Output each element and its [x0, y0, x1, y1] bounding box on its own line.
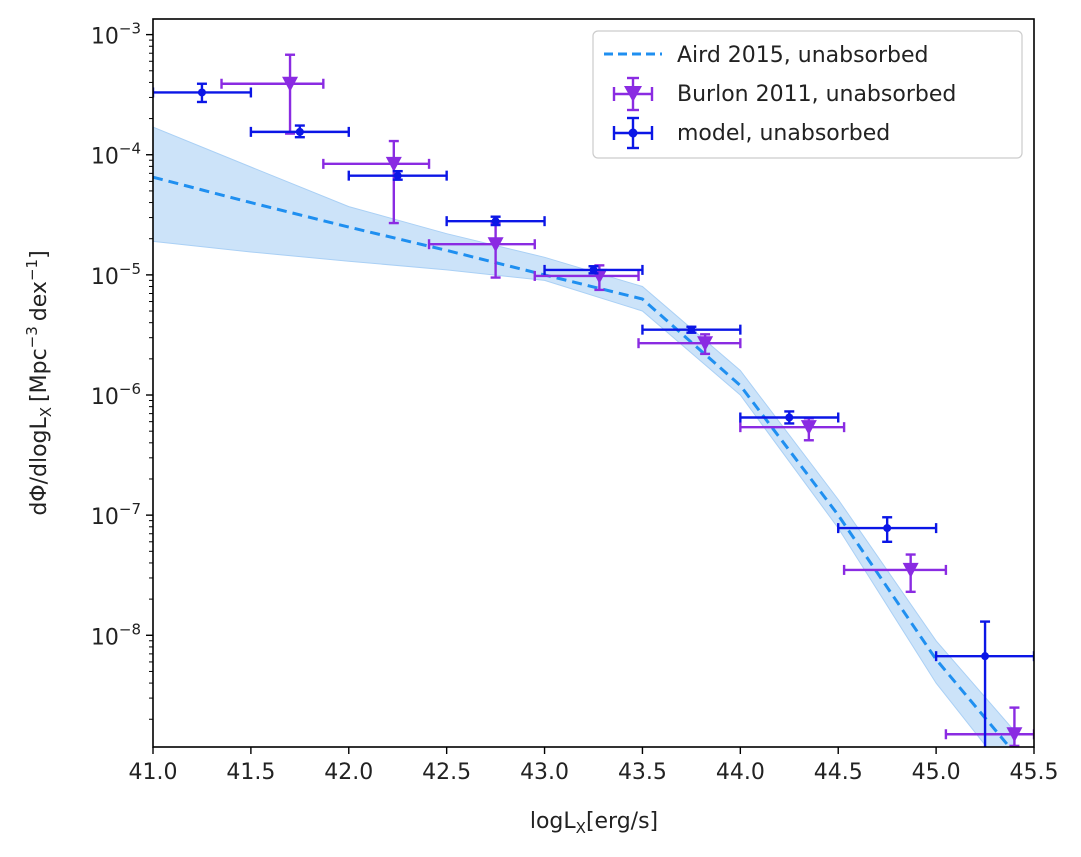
x-tick-label: 41.0 [129, 760, 178, 785]
model-data-point [739, 410, 840, 425]
axes-frame [152, 18, 1035, 748]
burlon-marker [697, 336, 714, 352]
model-marker [981, 652, 990, 661]
model-marker [295, 127, 304, 136]
model-data-point [837, 516, 938, 543]
aird-uncertainty-band [153, 126, 1015, 747]
model-marker [687, 325, 696, 334]
y-tick-label-base: 10 [91, 625, 119, 650]
y-tick-label-exponent: −6 [119, 380, 141, 398]
model-marker [883, 524, 892, 533]
x-axis-label-subscript: X [576, 819, 586, 837]
model-data-point [347, 169, 448, 181]
burlon-marker [282, 76, 299, 92]
legend-label-aird: Aird 2015, unabsorbed [677, 43, 929, 68]
burlon-marker [1006, 727, 1023, 743]
y-tick-label-base: 10 [91, 505, 119, 530]
model-marker [589, 265, 598, 274]
x-tick-label: 42.0 [324, 760, 373, 785]
x-axis-label: logLX[erg/s] [530, 809, 658, 837]
legend-box [592, 30, 1023, 159]
y-tick-label-base: 10 [91, 145, 119, 170]
x-tick-label: 42.5 [422, 760, 471, 785]
legend: Aird 2015, unabsorbed Burlon 2011, unabs… [592, 30, 1023, 159]
model-data-point [641, 324, 742, 335]
model-marker [197, 88, 206, 97]
y-tick-label-base: 10 [91, 385, 119, 410]
model-data-point [934, 620, 1034, 747]
burlon-data-point [220, 53, 325, 135]
model-marker [491, 217, 500, 226]
x-tick-label: 43.0 [520, 760, 569, 785]
y-axis-label-exp1: −3 [23, 326, 41, 348]
burlon-marker [902, 562, 919, 578]
y-tick-label-exponent: −8 [119, 620, 141, 638]
plot-area [153, 53, 1034, 747]
y-tick-label-exponent: −3 [119, 20, 141, 38]
burlon-marker [385, 156, 402, 172]
burlon-data-point [944, 706, 1034, 747]
model-data-point [249, 124, 350, 139]
x-tick-label: 44.0 [716, 760, 765, 785]
y-tick-label-exponent: −4 [119, 140, 141, 158]
y-tick-label: 10−3 [91, 20, 141, 50]
y-tick-label: 10−4 [91, 140, 141, 170]
burlon-data-point [842, 553, 948, 594]
axis-ticks: 41.0 41.5 42.0 42.5 43.0 43.5 44.0 44.5 45.0 45.5… [91, 20, 1059, 785]
burlon-data-point [322, 139, 431, 225]
y-axis-label: dΦ/dlogLX[Mpc−3dex−1] [23, 250, 55, 515]
legend-burlon-marker-icon [612, 76, 654, 112]
legend-model-marker-icon [612, 116, 654, 150]
burlon-marker [800, 420, 817, 436]
legend-label-burlon: Burlon 2011, unabsorbed [677, 82, 956, 107]
y-axis-label-subscript: X [37, 407, 55, 417]
y-axis-label-exp2: −1 [23, 259, 41, 281]
x-tick-label: 44.5 [814, 760, 863, 785]
model-data-point [153, 82, 253, 104]
model-data-point [543, 264, 644, 275]
y-tick-label: 10−7 [91, 500, 141, 530]
x-tick-label: 43.5 [618, 760, 667, 785]
y-tick-label: 10−8 [91, 620, 141, 650]
burlon-marker [487, 237, 504, 253]
burlon-data-point [637, 333, 742, 356]
x-axis-label-unit: [erg/s] [586, 809, 658, 834]
model-data-point [445, 215, 546, 227]
y-tick-label-base: 10 [91, 265, 119, 290]
y-tick-label-exponent: −7 [119, 500, 141, 518]
aird-model-line [153, 175, 1012, 747]
x-tick-label: 45.5 [1010, 760, 1059, 785]
y-tick-label: 10−6 [91, 380, 141, 410]
legend-label-model: model, unabsorbed [677, 121, 890, 146]
model-marker [393, 171, 402, 180]
y-tick-label-base: 10 [91, 25, 119, 50]
x-tick-label: 45.0 [912, 760, 961, 785]
x-tick-label: 41.5 [226, 760, 275, 785]
y-tick-label: 10−5 [91, 260, 141, 290]
model-marker [785, 413, 794, 422]
y-tick-label-exponent: −5 [119, 260, 141, 278]
